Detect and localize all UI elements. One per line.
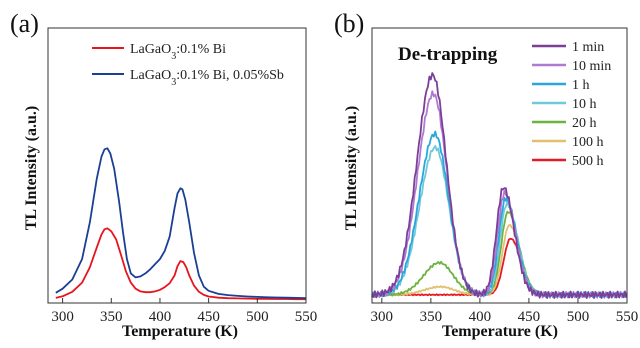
panel-a-legend: LaGaO3:0.1% Bi LaGaO3:0.1% Bi, 0.05%Sb: [92, 42, 284, 88]
panel-b-x-ticks: 300 350 400 450 500 550: [371, 298, 639, 325]
panel-a: (a) TL Intensity (a.u.) Temperature (K) …: [10, 9, 317, 340]
panel-b-plot-frame: [371, 27, 628, 304]
panel-b-x-tick-label: 300: [371, 309, 394, 325]
panel-b-legend-label-4: 10 h: [572, 97, 597, 112]
panel-b-legend: 1 min 10 min 1 h 10 h 20 h 100 h 500 h: [532, 40, 611, 169]
panel-b-series-line-1: [371, 72, 628, 299]
panel-a-x-tick-label: 400: [149, 309, 172, 325]
panel-b-legend-label-2: 10 min: [572, 59, 611, 74]
panel-a-y-axis-title: TL Intensity (a.u.): [23, 106, 40, 230]
panel-a-x-tick-label: 350: [100, 309, 123, 325]
panel-b-legend-label-3: 1 h: [572, 78, 590, 93]
panel-b-legend-label-5: 20 h: [572, 116, 597, 131]
panel-b-label: (b): [334, 9, 364, 38]
panel-a-x-tick-label: 300: [51, 309, 74, 325]
panel-b-lines: [371, 72, 628, 299]
panel-b-legend-label-1: 1 min: [572, 40, 604, 55]
panel-b-x-tick-label: 500: [567, 309, 590, 325]
panel-a-plot-frame: [47, 27, 307, 304]
panel-b-legend-label-7: 500 h: [572, 154, 604, 169]
panel-b-x-axis-title: Temperature (K): [442, 323, 558, 340]
panel-b-x-tick-label: 450: [518, 309, 541, 325]
panel-a-label: (a): [10, 9, 39, 38]
panel-a-x-tick-label: 450: [197, 309, 220, 325]
panel-a-x-tick-label: 500: [246, 309, 269, 325]
panel-b-x-tick-label: 550: [616, 309, 639, 325]
panel-a-series-line-2: [55, 147, 307, 300]
panel-a-x-axis-title: Temperature (K): [122, 323, 238, 340]
panel-b-x-tick-label: 350: [420, 309, 443, 325]
panel-a-legend-label-1: LaGaO3:0.1% Bi: [130, 42, 226, 62]
panel-b-x-tick-label: 400: [469, 309, 492, 325]
panel-a-x-tick-label: 550: [295, 309, 318, 325]
panel-b-y-axis-title: TL Intensity (a.u.): [343, 106, 360, 230]
de-trapping-annotation: De-trapping: [398, 44, 498, 65]
panel-b: (b) TL Intensity (a.u.) Temperature (K) …: [334, 9, 638, 340]
panel-a-lines: [55, 147, 307, 301]
panel-a-series-line-1: [55, 227, 306, 301]
panel-a-x-ticks: 300 350 400 450 500 550: [51, 298, 317, 325]
panel-b-legend-label-6: 100 h: [572, 135, 604, 150]
panel-a-legend-label-2: LaGaO3:0.1% Bi, 0.05%Sb: [130, 68, 284, 88]
